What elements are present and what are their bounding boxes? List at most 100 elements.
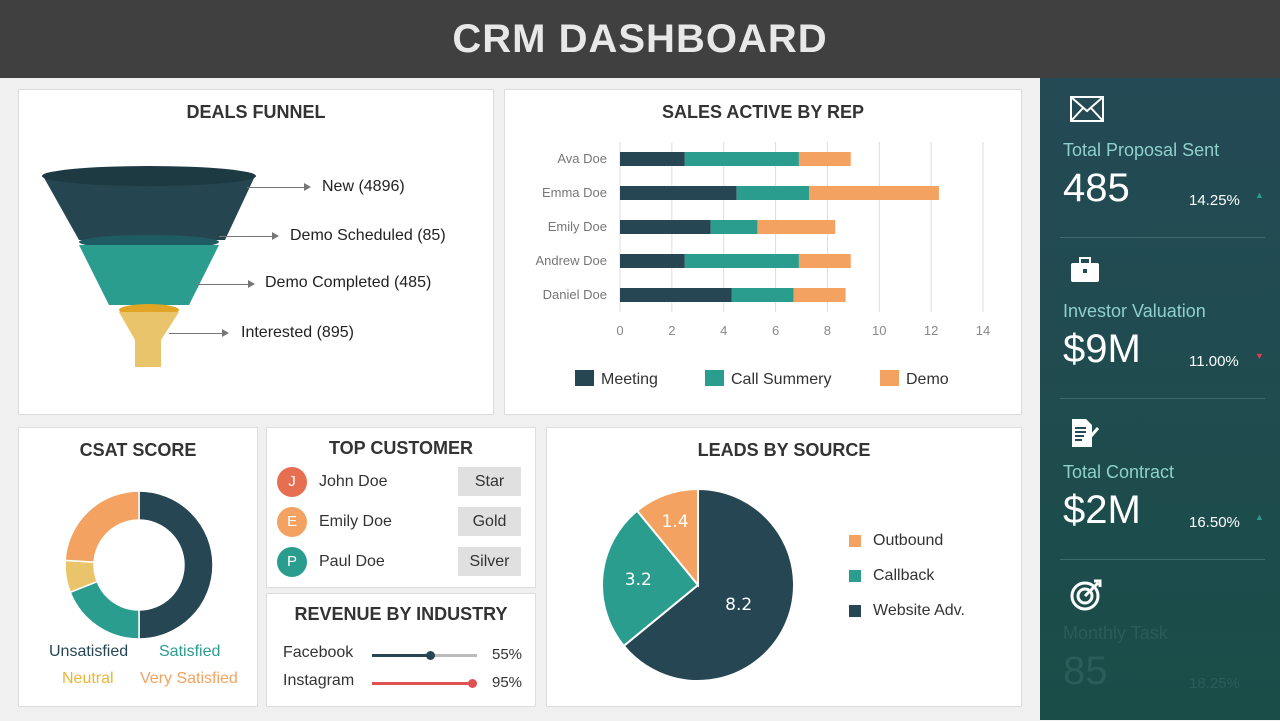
- customer-name: Paul Doe: [319, 553, 385, 570]
- revenue-slider: [372, 651, 477, 660]
- deals-funnel-card: DEALS FUNNEL New (4896) Demo Scheduled (…: [18, 89, 494, 415]
- kpi-investor-valuation: Investor Valuation $9M 11.00% ▼: [1040, 239, 1280, 399]
- csat-legend-satisfied: Satisfied: [159, 643, 221, 660]
- csat-legend-neutral: Neutral: [62, 670, 114, 687]
- kpi-value: 485: [1063, 166, 1130, 210]
- customer-row: J John Doe Star: [277, 465, 527, 499]
- legend-label: Call Summery: [731, 371, 831, 388]
- leads-legend-website: Website Adv.: [849, 602, 965, 620]
- funnel-stage-interested: [119, 312, 179, 367]
- x-tick-label: 10: [872, 323, 886, 338]
- kpi-label: Total Proposal Sent: [1063, 140, 1220, 160]
- legend-label: Outbound: [873, 532, 944, 549]
- legend-swatch: [705, 370, 724, 386]
- funnel-label-scheduled: Demo Scheduled (85): [290, 227, 446, 244]
- customer-name: Emily Doe: [319, 513, 392, 530]
- x-tick-label: 8: [824, 323, 831, 338]
- funnel-graphic: [42, 166, 256, 367]
- kpi-sidebar: Total Proposal Sent 485 14.25% ▲ Investor Va…: [1040, 78, 1280, 720]
- csat-title: CSAT SCORE: [79, 440, 197, 460]
- briefcase-icon: [1070, 257, 1104, 287]
- contract-icon: [1070, 418, 1104, 448]
- kpi-label: Investor Valuation: [1063, 301, 1206, 321]
- pie-data-label: 3.2: [625, 570, 652, 590]
- avatar: E: [277, 507, 307, 537]
- y-tick-label: Andrew Doe: [535, 253, 607, 268]
- revenue-by-industry-card: REVENUE BY INDUSTRY Facebook 55% Instagra…: [266, 593, 536, 707]
- bar-call-summery: [731, 288, 794, 302]
- revenue-percent: 95%: [492, 674, 523, 691]
- divider: [1060, 398, 1265, 399]
- trend-down-icon: ▼: [1255, 351, 1264, 361]
- legend-label: Website Adv.: [873, 602, 965, 619]
- csat-legend-very-satisfied: Very Satisfied: [140, 670, 238, 687]
- y-tick-label: Emma Doe: [542, 185, 607, 200]
- kpi-label: Total Contract: [1063, 462, 1175, 482]
- top-customer-title: TOP CUSTOMER: [328, 438, 474, 458]
- funnel-stage-completed: [79, 245, 219, 305]
- trend-up-icon: ▲: [1255, 512, 1264, 522]
- sales-by-rep-title: SALES ACTIVE BY REP: [661, 102, 865, 122]
- pie-data-label: 8.2: [725, 595, 752, 615]
- bar-call-summery: [710, 220, 758, 234]
- bar-call-summery: [684, 152, 799, 166]
- slider-handle: [467, 679, 477, 688]
- header: CRM DASHBOARD: [0, 0, 1280, 78]
- slider-handle: [425, 651, 435, 660]
- kpi-change: 11.00%: [1189, 353, 1239, 370]
- bar-meeting: [620, 288, 732, 302]
- industry-name: Instagram: [283, 672, 355, 689]
- x-tick-label: 6: [772, 323, 779, 338]
- sales-bar-chart: 0 2 4 6 8 10 12 14 Ava Doe Emma Doe Emily Doe Andre…: [535, 142, 990, 388]
- funnel-stage-new-top: [42, 166, 256, 186]
- revenue-slider: [372, 679, 477, 688]
- legend-swatch: [880, 370, 899, 386]
- bar-demo: [757, 220, 836, 234]
- deals-funnel-title: DEALS FUNNEL: [186, 102, 326, 122]
- x-tick-label: 12: [924, 323, 938, 338]
- funnel-arrow: [169, 329, 229, 337]
- x-tick-label: 2: [668, 323, 675, 338]
- bar-meeting: [620, 254, 685, 268]
- tier-badge: Star: [458, 467, 521, 496]
- tier-badge: Silver: [458, 547, 521, 576]
- legend-label: Demo: [906, 371, 949, 388]
- funnel-arrow: [195, 280, 255, 288]
- x-tick-label: 0: [616, 323, 623, 338]
- funnel-label-interested: Interested (895): [241, 324, 354, 341]
- donut-slice-very-satisfied: [64, 490, 140, 563]
- kpi-change: 18.25%: [1189, 675, 1240, 692]
- y-tick-label: Daniel Doe: [543, 287, 607, 302]
- leads-legend-callback: Callback: [849, 567, 934, 585]
- csat-card: CSAT SCORE Unsatisfied Satisfied Neutral…: [18, 427, 258, 707]
- trend-up-icon: ▲: [1255, 190, 1264, 200]
- kpi-value: $2M: [1063, 488, 1141, 532]
- x-tick-label: 14: [976, 323, 990, 338]
- funnel-arrow: [247, 183, 311, 191]
- kpi-total-contract: Total Contract $2M 16.50% ▲: [1040, 400, 1280, 560]
- tier-badge: Gold: [458, 507, 521, 536]
- funnel-label-new: New (4896): [322, 178, 405, 195]
- avatar: P: [277, 547, 307, 577]
- funnel-label-completed: Demo Completed (485): [265, 274, 432, 291]
- leads-title: LEADS BY SOURCE: [697, 440, 871, 460]
- kpi-value: 85: [1063, 649, 1108, 693]
- legend-label: Meeting: [601, 371, 658, 388]
- bar-call-summery: [736, 186, 810, 200]
- envelope-icon: [1070, 96, 1104, 126]
- page-title: CRM DASHBOARD: [452, 16, 828, 61]
- kpi-change: 14.25%: [1189, 192, 1240, 209]
- legend-swatch: [575, 370, 594, 386]
- bar-demo: [793, 288, 846, 302]
- bar-meeting: [620, 186, 737, 200]
- funnel-arrow: [219, 232, 279, 240]
- industry-name: Facebook: [283, 644, 354, 661]
- leads-pie-chart: 8.2 3.2 1.4: [601, 487, 795, 682]
- funnel-stage-new: [43, 176, 255, 240]
- pie-slice-callback: [601, 509, 700, 648]
- avatar: J: [277, 467, 307, 497]
- legend-label: Callback: [873, 567, 935, 584]
- kpi-value: $9M: [1063, 327, 1141, 371]
- donut-slice-satisfied: [69, 580, 140, 640]
- top-customer-card: TOP CUSTOMER J John Doe Star E Emily Doe Gold…: [266, 427, 536, 588]
